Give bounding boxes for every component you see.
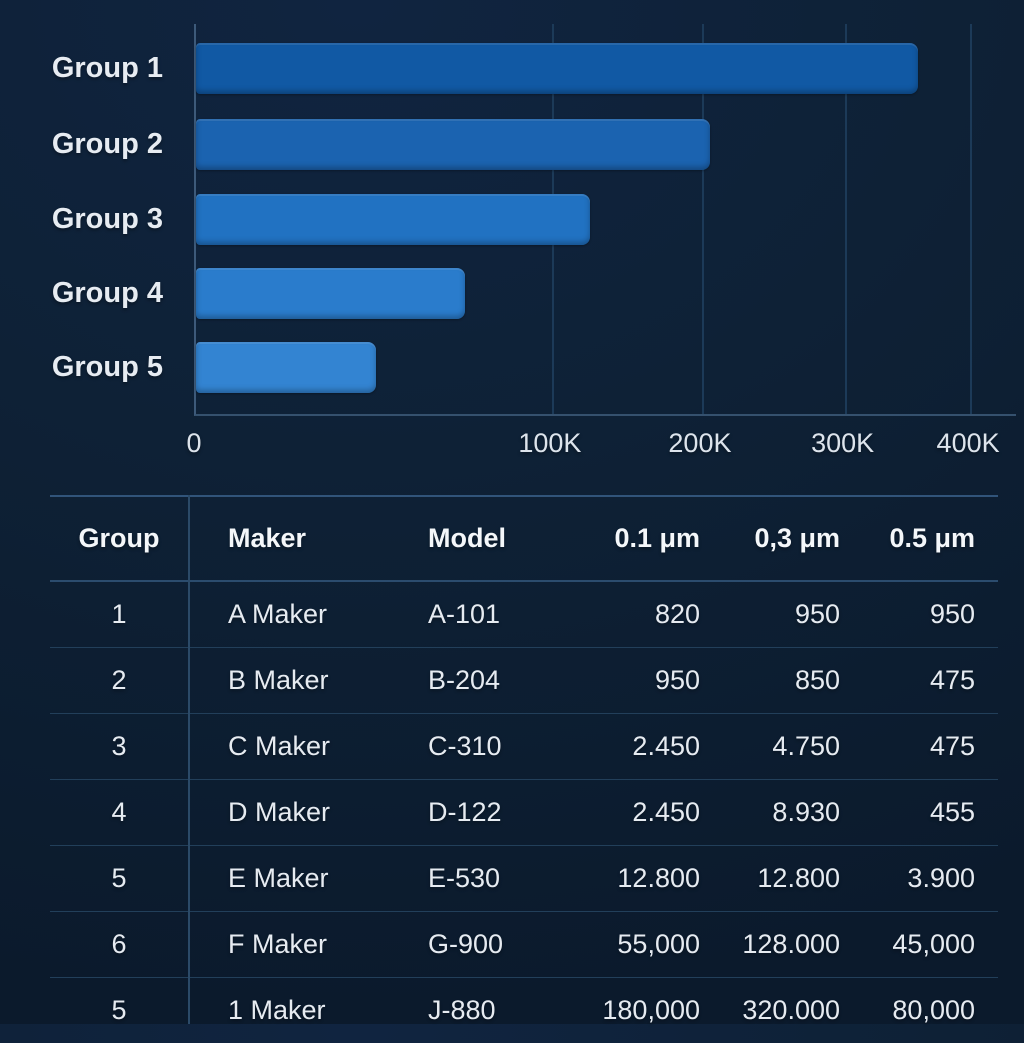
gridline-300K bbox=[844, 24, 847, 414]
category-label: Group 5 bbox=[51, 351, 163, 383]
gridline-200K bbox=[701, 24, 704, 414]
table-header-cell: Model bbox=[428, 523, 506, 553]
category-label: Group 2 bbox=[51, 128, 163, 160]
table-header-cell: Maker bbox=[228, 523, 307, 553]
table-cell: D-122 bbox=[428, 797, 502, 827]
table-cell: 5 bbox=[111, 995, 127, 1025]
table-cell: 950 bbox=[654, 665, 700, 695]
table-cell: 950 bbox=[929, 599, 975, 629]
x-tick-label: 200K bbox=[668, 428, 732, 458]
table-cell: 475 bbox=[929, 731, 975, 761]
table-row: 5 E Maker E-530 12.800 12.800 3.900 bbox=[50, 846, 998, 912]
table-cell: 850 bbox=[794, 665, 840, 695]
x-tick-label: 0 bbox=[186, 428, 202, 458]
table-header-row: Group Maker Model 0.1 μm 0,3 μm 0.5 μm bbox=[50, 497, 998, 582]
table-cell: 4.750 bbox=[772, 731, 840, 761]
table-cell: G-900 bbox=[428, 929, 504, 959]
table-row: 3 C Maker C-310 2.450 4.750 475 bbox=[50, 714, 998, 780]
table-cell: 320.000 bbox=[742, 995, 840, 1025]
table-header-cell: 0.1 μm bbox=[614, 523, 700, 553]
category-label: Group 1 bbox=[51, 52, 163, 84]
table-cell: A Maker bbox=[228, 599, 328, 629]
bar-group-4 bbox=[196, 268, 465, 319]
table-cell: J-880 bbox=[428, 995, 496, 1025]
table-cell: 2 bbox=[111, 665, 127, 695]
table-cell: E Maker bbox=[228, 863, 329, 893]
table-cell: 950 bbox=[794, 599, 840, 629]
table-cell: E-530 bbox=[428, 863, 501, 893]
bar-group-2 bbox=[196, 119, 711, 170]
table-cell: D Maker bbox=[228, 797, 331, 827]
particle-data-table: Group Maker Model 0.1 μm 0,3 μm 0.5 μm 1 A Make… bbox=[50, 495, 998, 1043]
table-cell: B-204 bbox=[428, 665, 501, 695]
table-cell: 455 bbox=[929, 797, 975, 827]
table-header-cell: 0.5 μm bbox=[889, 523, 975, 553]
x-tick-label: 400K bbox=[936, 428, 1000, 458]
table-cell: 180,000 bbox=[602, 995, 700, 1025]
x-tick-label: 100K bbox=[518, 428, 582, 458]
category-label: Group 4 bbox=[51, 277, 163, 309]
table-cell: 6 bbox=[111, 929, 127, 959]
x-tick-label: 300K bbox=[811, 428, 875, 458]
table-cell: 3.900 bbox=[907, 863, 975, 893]
bar-group-1 bbox=[196, 43, 918, 94]
table-row: 1 A Maker A-101 820 950 950 bbox=[50, 582, 998, 648]
bar-group-5 bbox=[196, 342, 377, 393]
table-cell: 820 bbox=[654, 599, 700, 629]
table-header-cell: 0,3 μm bbox=[754, 523, 840, 553]
table-cell: 1 bbox=[111, 599, 127, 629]
table-cell: 55,000 bbox=[617, 929, 700, 959]
gridline-400K bbox=[970, 24, 973, 414]
table-cell: 128.000 bbox=[742, 929, 840, 959]
table-cell: 80,000 bbox=[892, 995, 975, 1025]
table-column-divider bbox=[188, 495, 190, 1024]
table-cell: 475 bbox=[929, 665, 975, 695]
table-cell: 5 bbox=[111, 863, 127, 893]
table-cell: 12.800 bbox=[757, 863, 840, 893]
table-cell: 12.800 bbox=[617, 863, 700, 893]
table-cell: 2.450 bbox=[632, 797, 700, 827]
table-cell: 1 Maker bbox=[228, 995, 326, 1025]
table-cell: F Maker bbox=[228, 929, 328, 959]
table-row: 4 D Maker D-122 2.450 8.930 455 bbox=[50, 780, 998, 846]
table-cell: B Maker bbox=[228, 665, 329, 695]
table-header-cell: Group bbox=[78, 523, 160, 553]
table-row: 5 1 Maker J-880 180,000 320.000 80,000 bbox=[50, 978, 998, 1043]
table-cell: 8.930 bbox=[772, 797, 840, 827]
table-cell: A-101 bbox=[428, 599, 501, 629]
table-cell: 3 bbox=[111, 731, 127, 761]
table-cell: 2.450 bbox=[632, 731, 700, 761]
table-row: 2 B Maker B-204 950 850 475 bbox=[50, 648, 998, 714]
category-label: Group 3 bbox=[51, 203, 163, 235]
bar-group-3 bbox=[196, 194, 590, 245]
bar-chart-x-axis-ticks: 0 100K 200K 300K 400K bbox=[186, 428, 1014, 462]
bar-chart-category-labels: Group 1 Group 2 Group 3 Group 4 Group 5 bbox=[0, 24, 163, 414]
table-cell: 45,000 bbox=[892, 929, 975, 959]
table-cell: 4 bbox=[111, 797, 127, 827]
table-cell: C-310 bbox=[428, 731, 502, 761]
table-cell: C Maker bbox=[228, 731, 331, 761]
bar-chart-plot-area bbox=[194, 24, 1016, 416]
table-row: 6 F Maker G-900 55,000 128.000 45,000 bbox=[50, 912, 998, 978]
